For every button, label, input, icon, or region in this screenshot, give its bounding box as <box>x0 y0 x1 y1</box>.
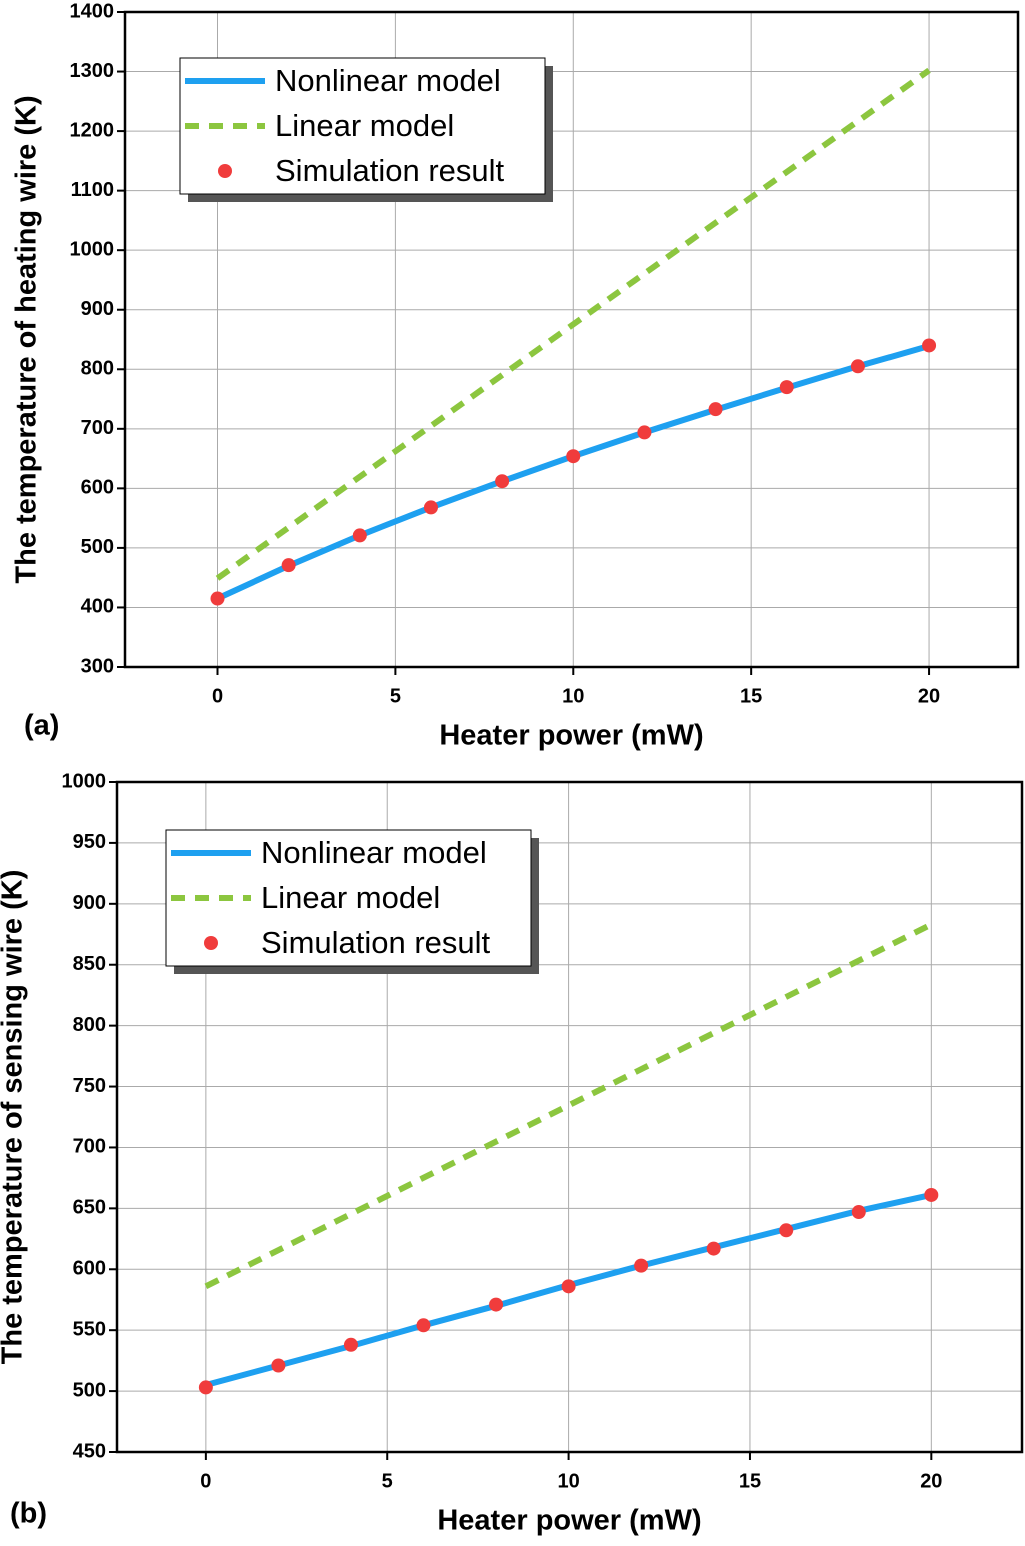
data-point <box>924 1187 939 1202</box>
y-tick-label: 500 <box>73 1379 106 1401</box>
y-tick-label: 1100 <box>71 179 114 201</box>
y-tick-label: 800 <box>81 358 114 380</box>
data-point <box>416 1318 431 1333</box>
plot-frame <box>123 10 1020 669</box>
y-tick-label: 650 <box>73 1197 106 1219</box>
y-tick-label: 950 <box>73 831 106 853</box>
x-tick-label: 5 <box>382 1470 393 1492</box>
y-tick-label: 850 <box>73 953 106 975</box>
legend-label: Nonlinear model <box>275 63 501 98</box>
y-axis-title: The temperature of heating wire (K) <box>11 95 43 583</box>
y-tick-label: 300 <box>81 655 114 677</box>
data-point <box>637 425 652 440</box>
x-axis-title: Heater power (mW) <box>439 720 703 752</box>
data-point <box>423 500 438 515</box>
y-tick-label: 1000 <box>70 238 115 260</box>
y-axis-title: The temperature of sensing wire (K) <box>0 870 29 1365</box>
data-point <box>495 474 510 489</box>
data-point <box>566 449 581 464</box>
x-tick-label: 20 <box>918 685 940 707</box>
y-tick-label: 1000 <box>62 770 107 792</box>
x-tick-label: 0 <box>212 685 223 707</box>
y-tick-label: 800 <box>73 1014 106 1036</box>
y-tick-label: 750 <box>73 1075 106 1097</box>
y-tick-label: 1400 <box>70 0 115 22</box>
y-tick-label: 550 <box>73 1318 106 1340</box>
legend-label: Simulation result <box>261 925 491 960</box>
y-tick-label: 700 <box>81 417 114 439</box>
y-tick-label: 900 <box>73 892 106 914</box>
x-tick-label: 20 <box>920 1470 942 1492</box>
y-tick-label: 900 <box>81 298 114 320</box>
y-tick-label: 450 <box>73 1440 106 1462</box>
x-tick-label: 15 <box>740 685 762 707</box>
data-point <box>708 402 723 417</box>
data-point <box>779 1223 794 1238</box>
x-tick-label: 15 <box>739 1470 761 1492</box>
y-tick-label: 600 <box>73 1258 106 1280</box>
y-tick-label: 500 <box>81 536 114 558</box>
data-point <box>343 1337 358 1352</box>
legend-label: Simulation result <box>275 153 505 188</box>
legend-swatch <box>204 936 218 950</box>
y-tick-label: 700 <box>73 1136 106 1158</box>
data-point <box>779 380 794 395</box>
data-point <box>489 1297 504 1312</box>
series-line <box>215 67 931 581</box>
x-tick-label: 5 <box>390 685 401 707</box>
data-point <box>634 1258 649 1273</box>
panel-label: (b) <box>10 1498 47 1530</box>
data-point <box>281 558 296 573</box>
legend-label: Linear model <box>261 880 440 915</box>
legend-label: Nonlinear model <box>261 835 487 870</box>
data-point <box>922 338 937 353</box>
data-point <box>851 1205 866 1220</box>
data-point <box>210 591 225 606</box>
x-tick-label: 0 <box>200 1470 211 1492</box>
legend-swatch <box>218 164 232 178</box>
y-tick-label: 600 <box>81 477 114 499</box>
panel-label: (a) <box>24 710 59 742</box>
y-tick-label: 1300 <box>70 60 115 82</box>
data-point <box>706 1241 721 1256</box>
data-point <box>198 1380 213 1395</box>
x-tick-label: 10 <box>557 1470 579 1492</box>
x-tick-label: 10 <box>562 685 584 707</box>
data-point <box>271 1358 286 1373</box>
data-point <box>561 1279 576 1294</box>
data-point <box>850 359 865 374</box>
legend-label: Linear model <box>275 108 454 143</box>
series-line <box>204 921 933 1290</box>
data-point <box>352 528 367 543</box>
x-axis-title: Heater power (mW) <box>437 1505 701 1537</box>
y-tick-label: 1200 <box>70 119 115 141</box>
y-tick-label: 400 <box>81 596 114 618</box>
